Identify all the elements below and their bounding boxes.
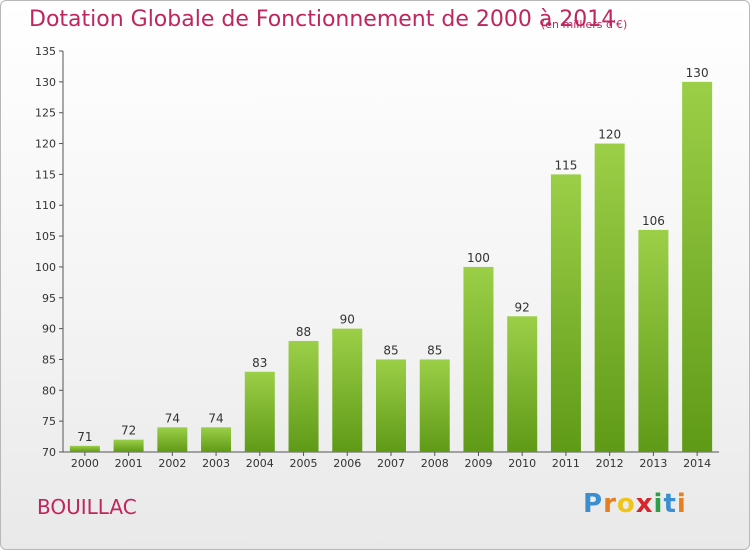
y-tick-label: 80 [42, 384, 56, 397]
bar [550, 174, 581, 452]
logo-letter: x [635, 489, 654, 519]
logo-letter: i [676, 489, 687, 519]
y-tick-label: 70 [42, 446, 56, 459]
x-tick-label: 2012 [596, 457, 624, 470]
data-label: 72 [121, 424, 136, 438]
y-tick-label: 135 [35, 45, 56, 58]
y-tick-label: 115 [35, 168, 56, 181]
data-label: 106 [642, 214, 665, 228]
x-tick-label: 2003 [202, 457, 230, 470]
bar [288, 340, 319, 452]
bar [638, 229, 669, 452]
y-tick-label: 105 [35, 230, 56, 243]
x-tick-label: 2013 [639, 457, 667, 470]
logo-letter: o [616, 489, 636, 519]
bar [682, 81, 713, 452]
data-label: 100 [467, 251, 490, 265]
x-tick-label: 2010 [508, 457, 536, 470]
bar [244, 371, 275, 452]
y-tick-label: 85 [42, 353, 56, 366]
y-tick-label: 100 [35, 261, 56, 274]
data-label: 85 [383, 343, 398, 357]
data-label: 130 [686, 66, 709, 80]
x-tick-label: 2001 [115, 457, 143, 470]
proxiti-logo: Proxiti [583, 489, 687, 519]
x-tick-label: 2005 [290, 457, 318, 470]
data-label: 90 [340, 313, 355, 327]
bar [157, 427, 188, 452]
x-tick-label: 2014 [683, 457, 711, 470]
x-tick-label: 2008 [421, 457, 449, 470]
data-label: 85 [427, 343, 442, 357]
y-tick-label: 110 [35, 199, 56, 212]
data-label: 74 [165, 411, 180, 425]
bar [463, 266, 494, 452]
bar [594, 143, 625, 453]
x-tick-label: 2000 [71, 457, 99, 470]
x-tick-label: 2009 [464, 457, 492, 470]
bar [507, 316, 538, 452]
commune-name: BOUILLAC [37, 495, 137, 519]
data-label: 92 [515, 300, 530, 314]
y-tick-label: 90 [42, 323, 56, 336]
bar [113, 439, 144, 452]
logo-letter: r [603, 489, 617, 519]
data-label: 88 [296, 325, 311, 339]
x-tick-label: 2006 [333, 457, 361, 470]
bar [376, 359, 406, 452]
data-label: 71 [77, 430, 92, 444]
y-tick-label: 95 [42, 292, 56, 305]
logo-letter: t [663, 489, 677, 519]
y-tick-label: 130 [35, 76, 56, 89]
logo-letter: P [583, 489, 604, 519]
bar [332, 328, 363, 452]
data-label: 120 [598, 128, 621, 142]
y-tick-label: 125 [35, 107, 56, 120]
y-tick-label: 120 [35, 138, 56, 151]
bar [69, 445, 100, 452]
data-label: 83 [252, 356, 267, 370]
x-tick-label: 2011 [552, 457, 580, 470]
x-tick-label: 2004 [246, 457, 274, 470]
data-label: 74 [208, 411, 223, 425]
x-tick-label: 2002 [158, 457, 186, 470]
logo-letter: i [653, 489, 664, 519]
y-tick-label: 75 [42, 415, 56, 428]
x-tick-label: 2007 [377, 457, 405, 470]
bar [201, 427, 232, 452]
chart-subtitle: (en milliers d'€) [541, 18, 628, 31]
data-label: 115 [554, 158, 577, 172]
bar [419, 359, 450, 452]
chart-title: Dotation Globale de Fonctionnement de 20… [29, 7, 616, 32]
